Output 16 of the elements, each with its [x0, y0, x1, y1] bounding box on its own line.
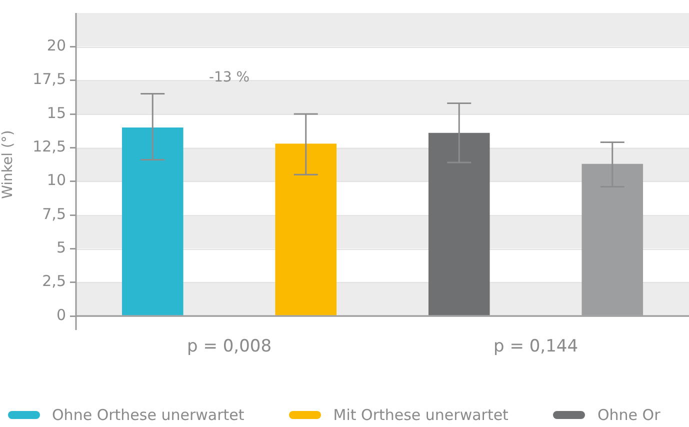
legend-label: Ohne Orthese unerwartet	[52, 406, 244, 424]
y-tick-label: 2,5	[42, 272, 66, 290]
annotation: -13 %	[208, 70, 250, 86]
y-tick-label: 20	[46, 36, 66, 55]
y-axis-title: Winkel (°)	[0, 130, 16, 199]
y-tick-label: 5	[56, 238, 66, 257]
text: p = 0,008	[186, 336, 272, 356]
y-tick-label: 7,5	[42, 204, 66, 223]
y-tick-label: 10	[46, 171, 66, 190]
y-tick-label: 12,5	[32, 138, 66, 156]
y-tick-label: 17,5	[32, 70, 66, 88]
y-tick-label: 15	[46, 104, 66, 122]
text: p = 0,144	[493, 336, 578, 356]
y-tick-label: 0	[56, 306, 66, 324]
legend-label: Ohne Or	[597, 406, 660, 424]
legend-label: Mit Orthese unerwartet	[333, 406, 508, 424]
